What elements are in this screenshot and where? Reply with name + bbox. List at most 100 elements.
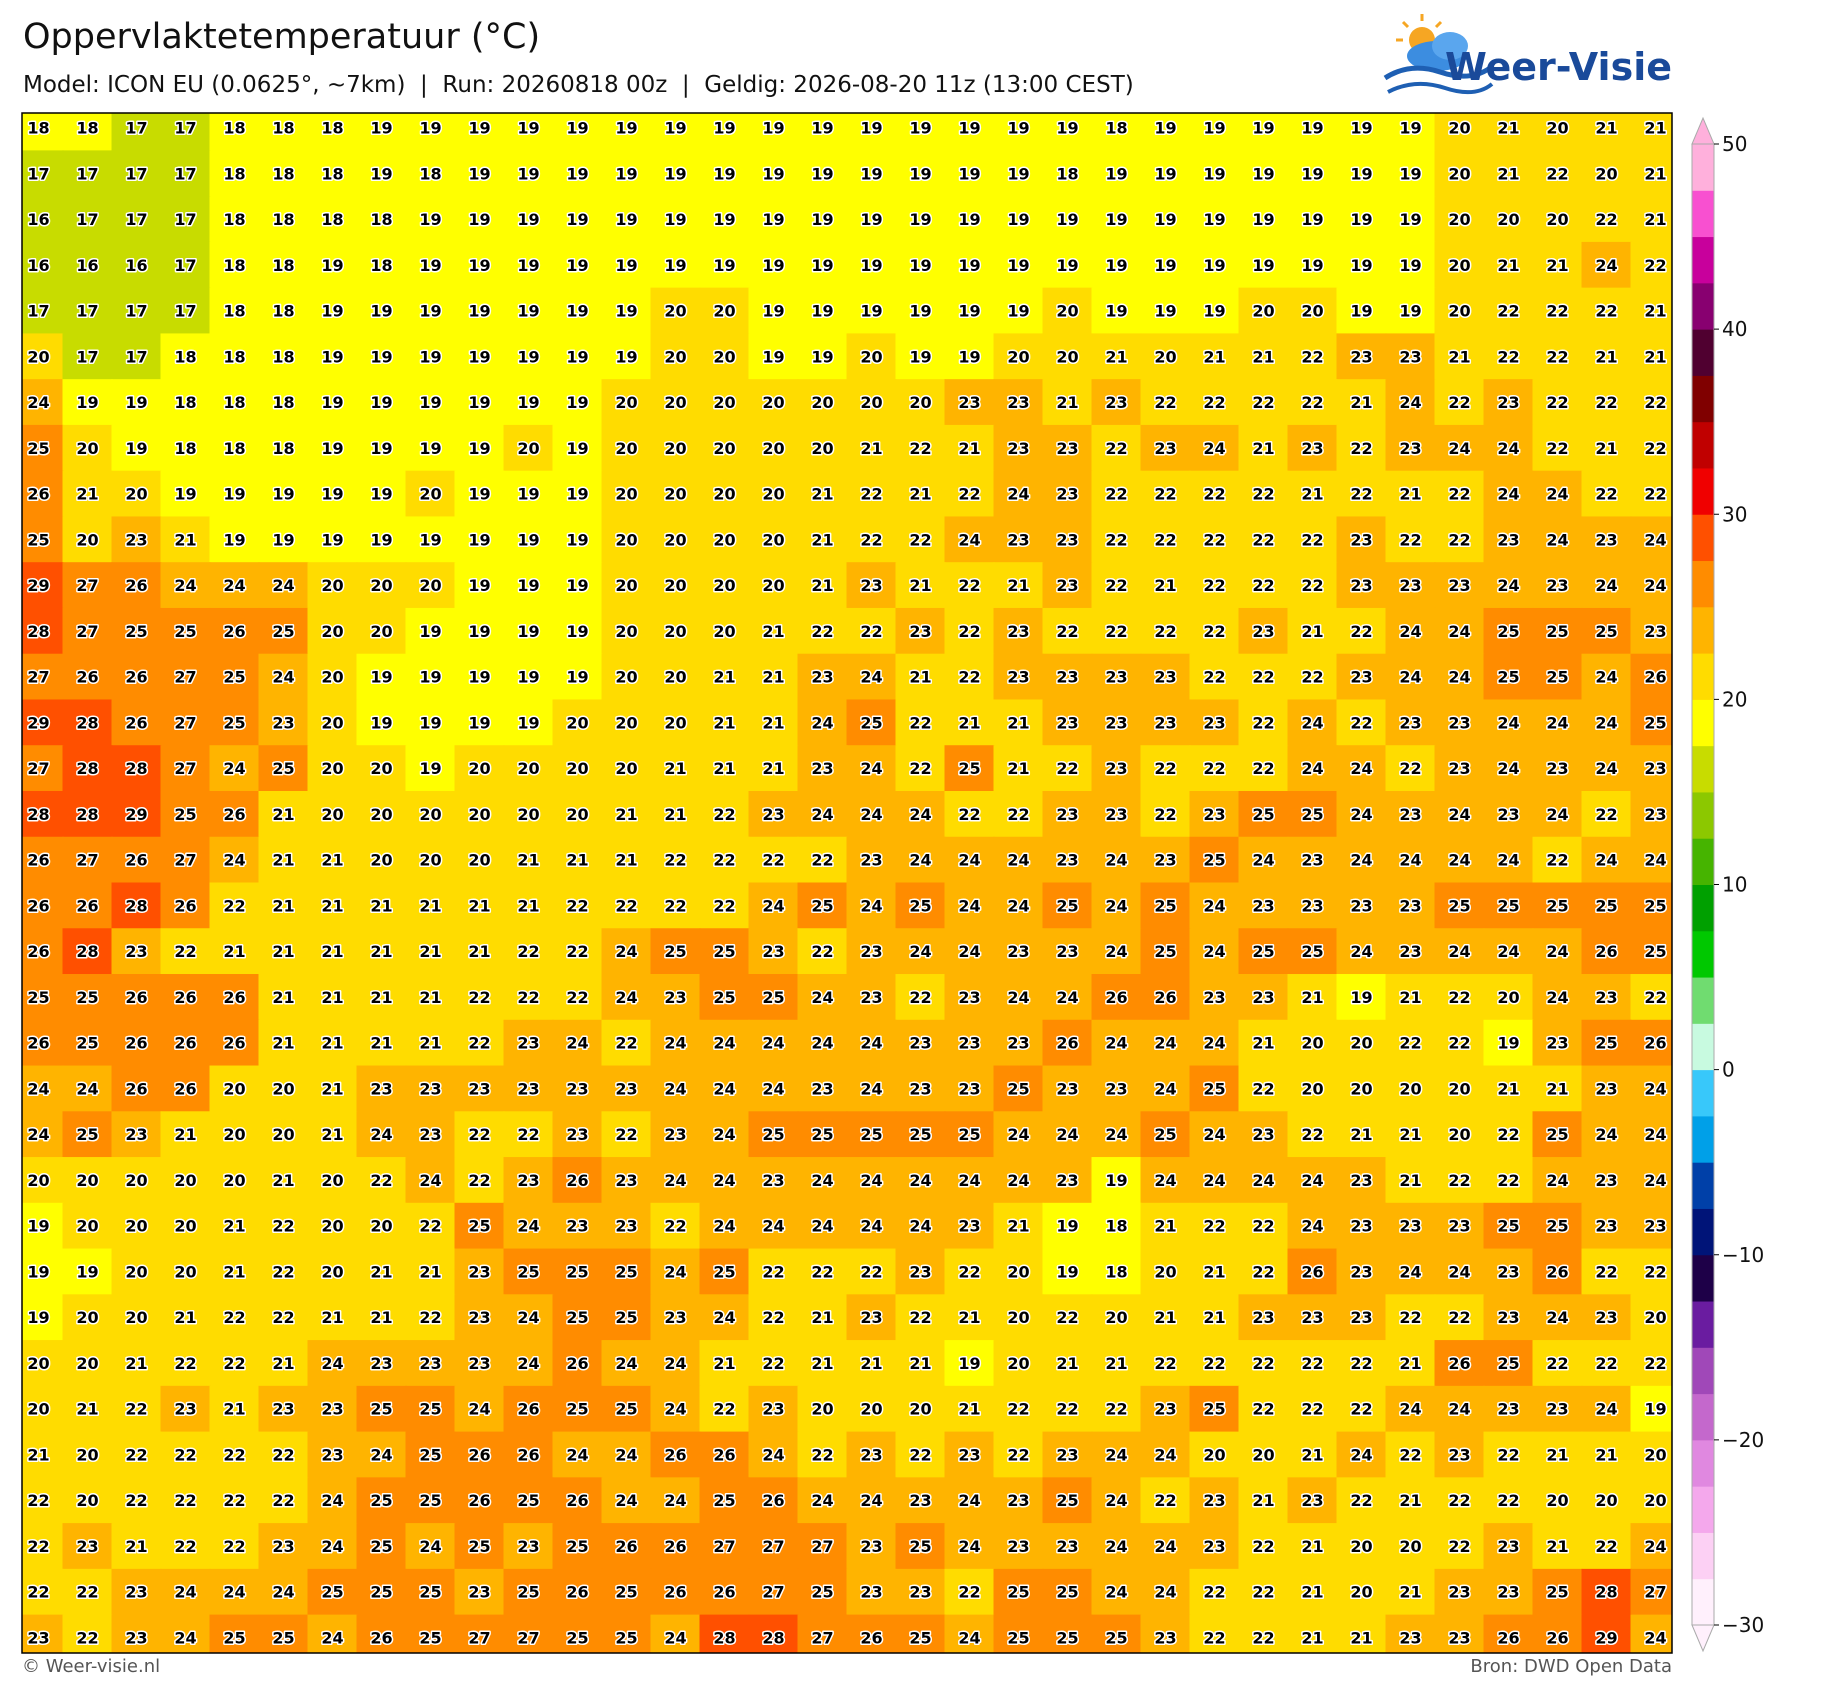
temperature-cell — [1336, 1248, 1387, 1296]
temperature-label: 22 — [1448, 988, 1470, 1007]
temperature-label: 22 — [174, 1537, 196, 1556]
temperature-label: 25 — [1595, 1034, 1617, 1053]
temperature-label: 26 — [76, 896, 98, 915]
temperature-cell — [405, 836, 456, 884]
temperature-cell — [1091, 1202, 1142, 1250]
temperature-label: 21 — [370, 896, 392, 915]
temperature-label: 19 — [419, 256, 441, 275]
temperature-cell — [307, 113, 358, 152]
temperature-label: 26 — [860, 1629, 882, 1648]
temperature-cell — [699, 1157, 750, 1204]
temperature-cell — [1189, 790, 1240, 838]
temperature-label: 19 — [811, 347, 833, 366]
temperature-cell — [1238, 1523, 1289, 1570]
temperature-label: 16 — [76, 256, 98, 275]
temperature-cell — [307, 150, 358, 198]
temperature-cell — [1434, 1294, 1485, 1342]
temperature-cell — [22, 241, 64, 289]
temperature-label: 22 — [1154, 485, 1176, 504]
temperature-cell — [1385, 562, 1436, 609]
temperature-cell — [356, 1294, 407, 1342]
subtitle: Model: ICON EU (0.0625°, ~7km) | Run: 20… — [23, 72, 1134, 98]
temperature-cell — [895, 1385, 946, 1433]
temperature-label: 17 — [125, 210, 147, 229]
temperature-cell — [993, 836, 1044, 884]
temperature-cell — [111, 562, 162, 609]
temperature-cell — [601, 1568, 652, 1616]
temperature-label: 22 — [1056, 759, 1078, 778]
temperature-label: 26 — [125, 1079, 147, 1098]
temperature-label: 20 — [370, 759, 392, 778]
colorbar-band — [1692, 1208, 1714, 1256]
temperature-cell — [1630, 1614, 1672, 1653]
temperature-cell — [1385, 653, 1436, 701]
temperature-label: 20 — [223, 1171, 245, 1190]
temperature-cell — [1385, 1111, 1436, 1159]
temperature-cell — [895, 699, 946, 747]
temperature-cell — [356, 1385, 407, 1433]
temperature-cell — [22, 470, 64, 518]
temperature-cell — [1434, 607, 1485, 655]
temperature-label: 25 — [223, 668, 245, 687]
temperature-cell — [1238, 882, 1289, 930]
temperature-label: 22 — [958, 485, 980, 504]
temperature-label: 24 — [664, 1354, 686, 1373]
temperature-cell — [895, 1065, 946, 1113]
temperature-label: 22 — [1301, 530, 1323, 549]
temperature-cell — [258, 1019, 309, 1067]
temperature-cell — [62, 1477, 113, 1525]
temperature-label: 23 — [860, 1583, 882, 1602]
temperature-cell — [1630, 1202, 1672, 1250]
temperature-label: 23 — [860, 1537, 882, 1556]
temperature-label: 24 — [370, 1445, 392, 1464]
temperature-cell — [1385, 333, 1436, 381]
temperature-label: 21 — [321, 1079, 343, 1098]
temperature-label: 24 — [1203, 1125, 1225, 1144]
temperature-cell — [1287, 287, 1338, 335]
temperature-label: 17 — [76, 302, 98, 321]
temperature-label: 22 — [909, 759, 931, 778]
temperature-cell — [846, 379, 897, 426]
temperature-cell — [209, 836, 260, 884]
temperature-cell — [22, 653, 64, 701]
temperature-label: 17 — [76, 210, 98, 229]
temperature-cell — [1630, 836, 1672, 884]
temperature-label: 22 — [76, 1583, 98, 1602]
temperature-cell — [62, 150, 113, 198]
temperature-cell — [62, 196, 113, 243]
temperature-label: 25 — [713, 1262, 735, 1281]
temperature-label: 23 — [1595, 988, 1617, 1007]
temperature-cell — [944, 1019, 995, 1067]
temperature-cell — [650, 333, 701, 381]
temperature-cell — [1532, 424, 1583, 472]
temperature-label: 25 — [1546, 668, 1568, 687]
temperature-label: 25 — [1252, 942, 1274, 961]
temperature-cell — [1630, 287, 1672, 335]
temperature-label: 25 — [909, 1125, 931, 1144]
temperature-cell — [62, 1614, 113, 1653]
temperature-label: 19 — [468, 393, 490, 412]
temperature-label: 20 — [1546, 210, 1568, 229]
temperature-cell — [1581, 1157, 1632, 1204]
temperature-cell — [601, 1477, 652, 1525]
temperature-label: 21 — [958, 439, 980, 458]
temperature-label: 22 — [1595, 805, 1617, 824]
temperature-label: 26 — [174, 988, 196, 1007]
temperature-label: 19 — [860, 256, 882, 275]
temperature-label: 18 — [272, 164, 294, 183]
temperature-label: 24 — [713, 1034, 735, 1053]
temperature-label: 19 — [468, 164, 490, 183]
temperature-label: 24 — [1007, 851, 1029, 870]
temperature-cell — [1336, 241, 1387, 289]
temperature-label: 23 — [272, 713, 294, 732]
temperature-label: 22 — [1448, 393, 1470, 412]
temperature-label: 20 — [1007, 347, 1029, 366]
temperature-label: 25 — [1497, 1354, 1519, 1373]
temperature-cell — [1581, 196, 1632, 243]
temperature-cell — [1091, 424, 1142, 472]
colorbar-tick-label: 20 — [1722, 687, 1747, 711]
temperature-label: 26 — [223, 622, 245, 641]
temperature-cell — [503, 1202, 554, 1250]
temperature-cell — [1630, 1431, 1672, 1479]
temperature-label: 19 — [370, 393, 392, 412]
